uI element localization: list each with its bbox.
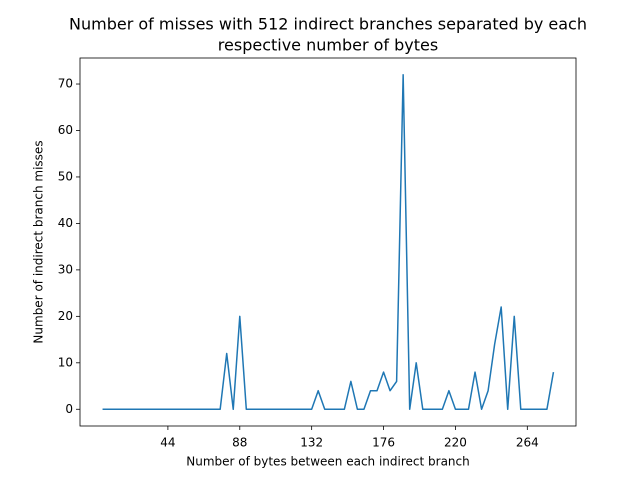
y-tick-label: 70 [58,77,73,91]
y-tick-label: 30 [58,262,73,276]
x-tick-label: 88 [232,436,247,450]
y-tick-label: 40 [58,216,73,230]
plot-frame [79,57,577,427]
chart-title: respective number of bytes [218,36,438,55]
y-tick-label: 10 [58,355,73,369]
chart-title: Number of misses with 512 indirect branc… [69,15,587,34]
y-tick-label: 50 [58,169,73,183]
y-axis-label: Number of indirect branch misses [32,140,46,343]
x-tick-label: 264 [516,436,539,450]
x-tick-label: 220 [444,436,467,450]
data-line [102,73,555,411]
x-tick-label: 132 [300,436,323,450]
x-tick-label: 176 [372,436,395,450]
y-tick-label: 0 [65,402,73,416]
x-tick-label: 44 [160,436,175,450]
x-axis-label: Number of bytes between each indirect br… [186,455,470,469]
y-tick-label: 60 [58,123,73,137]
y-tick-label: 20 [58,309,73,323]
